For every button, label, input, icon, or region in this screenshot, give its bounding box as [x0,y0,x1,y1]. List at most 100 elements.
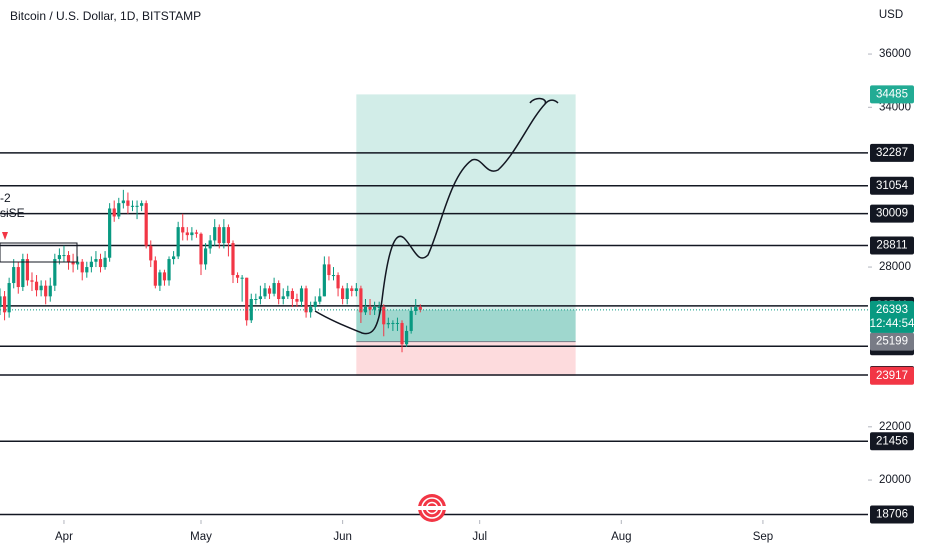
candle-body [98,259,103,268]
x-tick-label: Jul [472,531,487,543]
candle-body [322,264,326,297]
candle-body [53,259,57,286]
candle-body [404,330,409,345]
candle-body [213,227,217,241]
candle-body [249,299,253,321]
candle-body [363,306,368,313]
candle-body [112,208,116,217]
candle-body [409,310,413,331]
candle-body [12,267,16,284]
candle-body [235,275,240,278]
candle-body [76,261,80,265]
candle-body [395,322,400,324]
candle-body [222,227,226,244]
level-label: 28811 [876,239,907,251]
candle-body [80,261,84,273]
candle-body [277,283,281,300]
candle-body [181,227,185,233]
level-label: 32287 [876,147,908,159]
candle-body [126,200,130,206]
price-axis: 20000 22000 28000 34000 36000 32287 31054 30009… [868,48,915,524]
candle-body [336,275,340,289]
candle-body [34,281,39,291]
candle-body [172,256,176,260]
target-label: 34485 [876,88,908,100]
candle-body [66,255,71,262]
candle-body [304,288,308,313]
candle-body [368,306,372,310]
candle-body [217,227,221,244]
candle-body [290,291,294,300]
marker-arrow [2,232,8,240]
candle-body [418,306,422,310]
target-label-box [870,85,914,104]
candle-body [245,277,249,321]
entry-label-box [870,332,914,351]
candle-body [286,291,290,297]
candle-body [359,288,363,313]
stop-label: 23917 [876,370,908,382]
candle-body [272,283,276,294]
candle-body [7,283,11,313]
candle-body [258,296,262,300]
candle-body [231,243,235,276]
level-label: 18706 [876,509,908,521]
candle-body [117,203,121,217]
level-label-box [870,432,914,451]
level-label-box [870,204,914,223]
candle-body [194,232,199,234]
candle-body [57,255,61,260]
level-label-box [870,176,914,195]
y-tick-label: 36000 [879,48,911,60]
candle-body [254,299,258,301]
level-label-box [870,505,914,524]
level-label-box [870,236,914,255]
countdown-label: 12:44:54 [870,318,915,330]
hand-drawn-forecast [314,97,559,335]
candle-body [39,285,43,291]
candle-body [386,322,390,325]
candle-body [0,296,2,307]
candle-body [185,232,189,236]
indicator-label: -2 [0,191,11,205]
candle-body [267,288,272,294]
candle-body [48,285,52,297]
target-zone [356,94,576,342]
candle-body [71,261,75,265]
stop-zone [356,341,576,376]
candle-body [190,232,194,236]
candle-body [382,306,386,325]
candle-body [313,301,317,307]
plot-area: Apr May Jun Jul Aug Sep [0,94,868,543]
candle-body [153,260,157,286]
candle-body [350,288,354,292]
candle-body [263,288,267,297]
candle-body [25,259,30,281]
level-label-box [870,143,914,162]
candle-body [318,296,322,302]
candle-body [85,267,89,273]
candle-body [62,255,66,257]
candle-body [21,259,25,288]
candle-body [167,259,171,281]
candle-body [94,259,98,262]
x-tick-label: Jun [333,531,352,543]
candle-body [331,275,336,277]
candle-body [199,233,203,265]
candle-body [373,306,377,310]
candle-body [377,306,381,308]
candle-body [149,245,153,261]
candle-body [144,203,148,246]
x-tick-label: Aug [611,531,631,543]
candle-body [30,280,34,282]
candle-body [345,288,349,300]
x-tick-label: Sep [753,531,773,543]
candle-body [281,296,285,300]
drawn-box [0,242,78,263]
entry-label: 25199 [876,336,908,348]
candle-body [89,261,93,268]
level-label: 21456 [876,435,908,447]
candle-body [130,205,135,207]
